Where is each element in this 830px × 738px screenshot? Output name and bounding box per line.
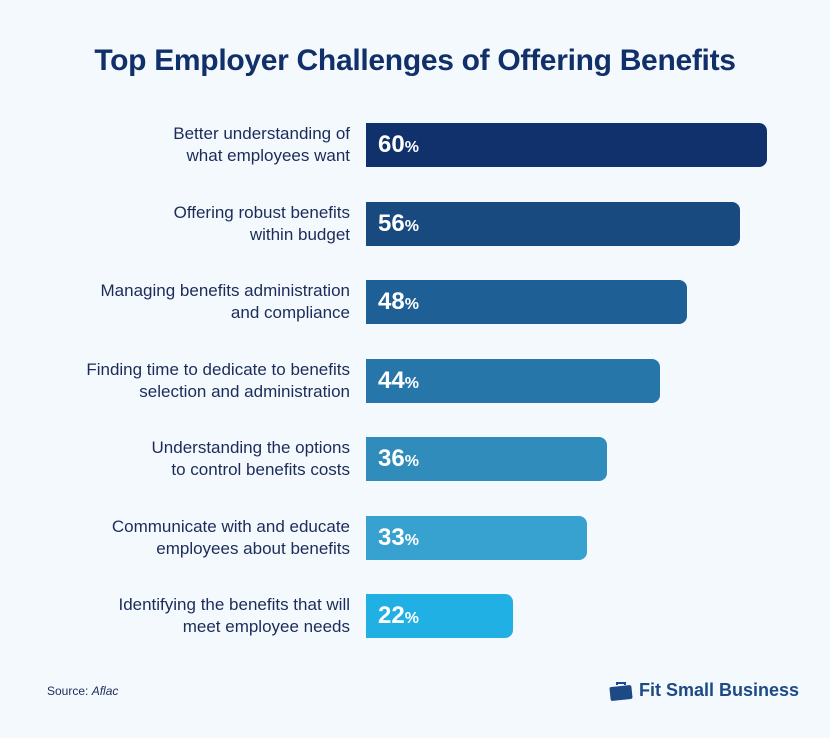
bar — [366, 437, 607, 481]
source-name: Aflac — [91, 684, 119, 698]
category-label: Understanding the options to control ben… — [151, 438, 350, 479]
bar — [366, 515, 587, 560]
value-number: 44 — [378, 366, 405, 394]
value-suffix: % — [404, 453, 419, 470]
value-number: 36 — [378, 445, 405, 472]
data-label: 44% — [378, 359, 419, 403]
category-label: Identifying the benefits that will meet … — [118, 595, 350, 636]
brand-name: Fit Small Business — [639, 680, 800, 700]
value-number: 48 — [378, 288, 405, 315]
value-number: 60 — [378, 131, 405, 158]
value-number: 22 — [378, 602, 405, 629]
data-label: 56% — [378, 202, 419, 246]
category-label: Communicate with and educate employees a… — [111, 516, 350, 558]
brand-logo: Fit Small Business — [609, 680, 799, 701]
value-suffix: % — [404, 374, 419, 392]
value-suffix: % — [404, 610, 419, 627]
bar — [366, 201, 741, 246]
value-suffix: % — [404, 139, 419, 156]
bar — [366, 280, 687, 324]
bar — [366, 123, 767, 167]
chart-title: Top Employer Challenges of Offering Bene… — [94, 44, 736, 77]
value-suffix: % — [404, 531, 419, 549]
source-label: Source: — [47, 684, 92, 698]
data-label: 33% — [378, 516, 419, 560]
value-number: 56 — [378, 209, 405, 237]
value-suffix: % — [404, 217, 419, 235]
value-number: 33 — [378, 523, 405, 551]
data-label: 48% — [378, 280, 419, 324]
source-note: Source: Aflac — [47, 684, 118, 698]
category-label: Finding time to dedicate to benefits sel… — [86, 359, 350, 401]
bar — [366, 594, 514, 638]
value-suffix: % — [404, 296, 419, 313]
category-label: Offering robust benefits within budget — [173, 202, 350, 244]
data-label: 36% — [378, 437, 419, 481]
bar — [366, 358, 661, 403]
briefcase-icon — [609, 681, 633, 701]
category-label: Better understanding of what employees w… — [173, 124, 350, 165]
data-label: 22% — [378, 594, 419, 638]
category-label: Managing benefits administration and com… — [100, 281, 350, 322]
data-label: 60% — [378, 123, 419, 167]
